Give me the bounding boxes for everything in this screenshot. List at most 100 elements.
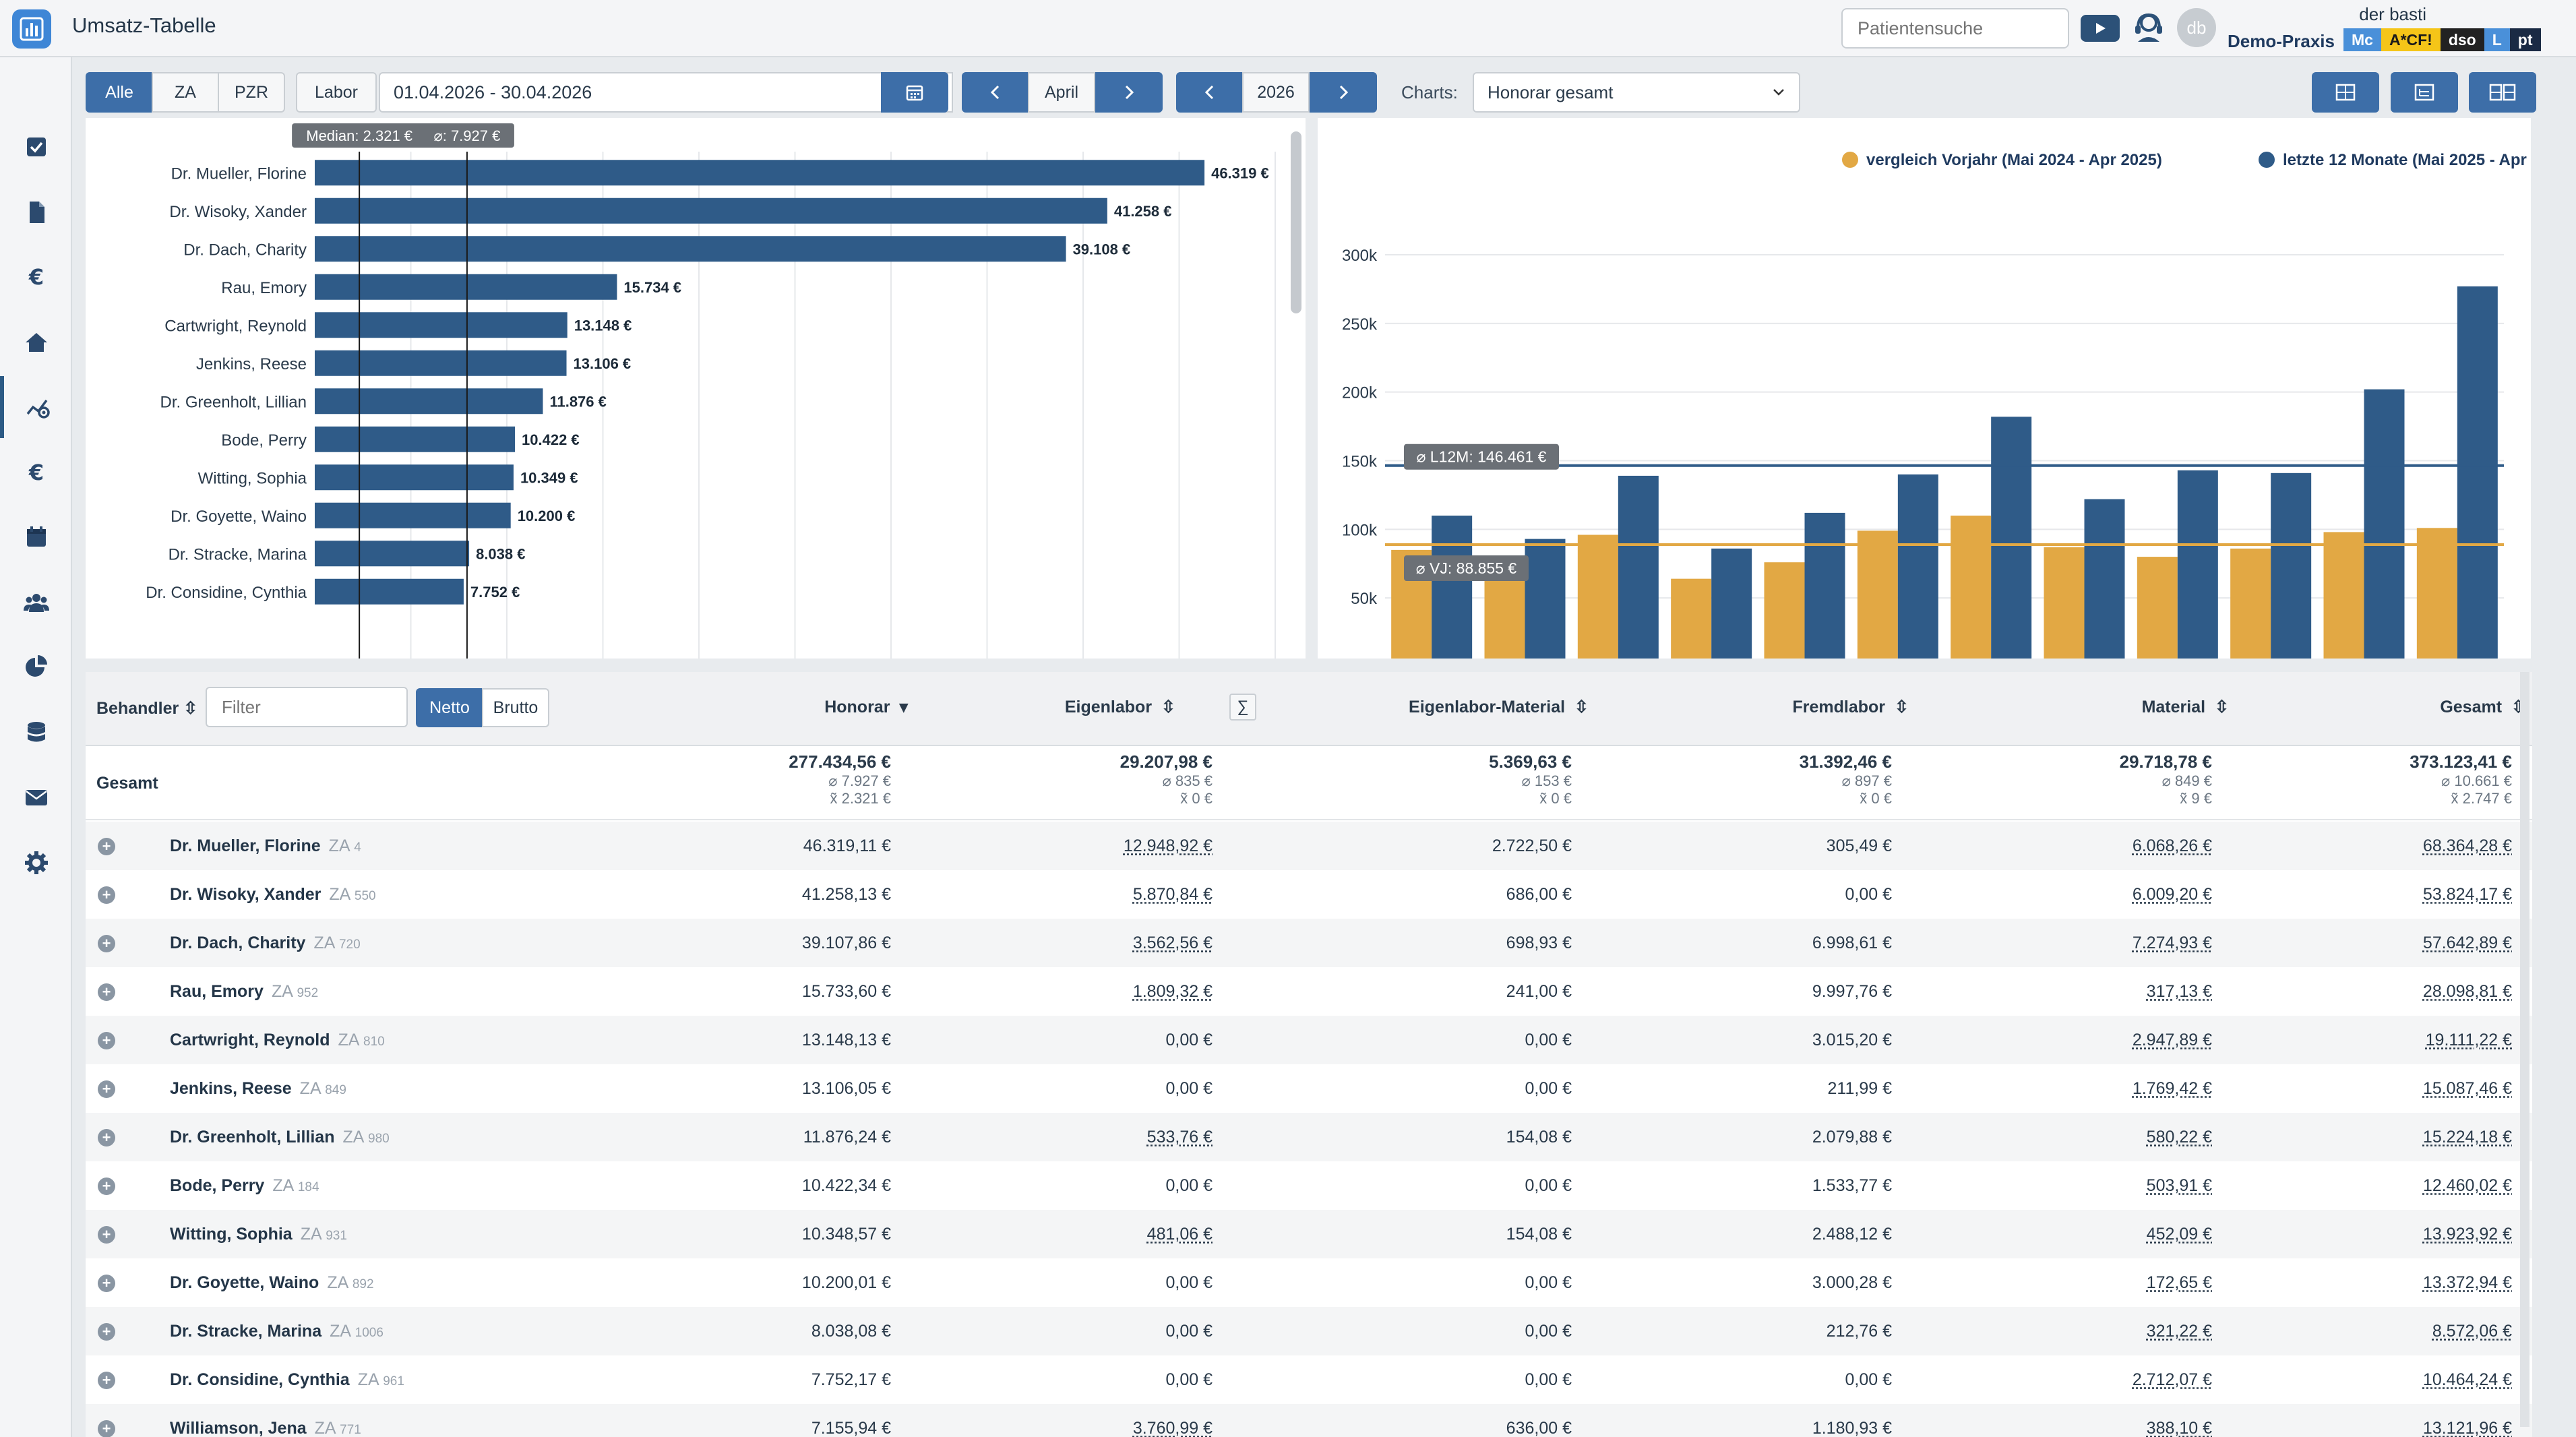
table-row[interactable]: + Cartwright, Reynold ZA 810 13.148,13 € 0,0… [86,1016,2532,1064]
detail-link[interactable]: 5.870,84 € [1132,884,1213,904]
column-header-eigenlabor[interactable]: Eigenlabor ⇳ [838,687,1175,727]
table-row[interactable]: + Rau, Emory ZA 952 15.733,60 € 1.809,32 € 24… [86,967,2532,1016]
prev-month-button[interactable] [962,72,1029,113]
labor-button[interactable]: Labor [296,72,377,113]
legend-entry[interactable]: letzte 12 Monate (Mai 2025 - Apr 2026) [2283,151,2573,169]
behandler-bar[interactable] [315,236,1066,262]
behandler-name[interactable]: Dr. Goyette, Waino ZA 892 [170,1258,374,1307]
expand-row-icon[interactable]: + [98,1178,115,1195]
behandler-name[interactable]: Dr. Stracke, Marina ZA 1006 [170,1307,384,1355]
vorjahr-bar[interactable] [2230,548,2271,667]
detail-link[interactable]: 172,65 € [2146,1273,2212,1292]
vorjahr-bar[interactable] [2323,532,2364,667]
detail-link[interactable]: 533,76 € [1146,1127,1213,1146]
practice-name[interactable]: Demo-Praxis [2228,31,2335,51]
behandler-bar[interactable] [315,160,1205,186]
video-play-icon[interactable] [2081,15,2120,42]
behandler-bar[interactable] [315,312,568,338]
detail-link[interactable]: 2.947,89 € [2132,1030,2212,1049]
behandler-name[interactable]: Bode, Perry ZA 184 [170,1161,319,1210]
detail-link[interactable]: 452,09 € [2146,1224,2212,1244]
sidebar-item-mail[interactable] [0,766,72,828]
detail-link[interactable]: 2.712,07 € [2132,1370,2212,1389]
tree-view-icon[interactable] [2391,72,2458,113]
l12m-bar[interactable] [1711,548,1752,667]
user-name[interactable]: der basti [2359,4,2426,24]
sidebar-item-home[interactable] [0,311,72,373]
l12m-bar[interactable] [1432,515,1473,667]
prev-year-button[interactable] [1176,72,1244,113]
table-view-icon[interactable] [2312,72,2379,113]
vorjahr-bar[interactable] [1484,568,1525,667]
column-header-honorar[interactable]: Honorar ▾ [571,687,908,727]
detail-link[interactable]: 388,10 € [2146,1418,2212,1437]
sidebar-item-chart-settings[interactable] [0,376,72,438]
detail-link[interactable]: 15.087,46 € [2422,1078,2512,1098]
behandler-bar[interactable] [315,578,464,605]
behandler-filter-input[interactable] [206,687,408,727]
vorjahr-bar[interactable] [1764,562,1805,667]
sidebar-item-euro[interactable]: € [0,246,72,308]
detail-link[interactable]: 1.809,32 € [1132,981,1213,1001]
legend-entry[interactable]: vergleich Vorjahr (Mai 2024 - Apr 2025) [1866,151,2162,169]
l12m-bar[interactable] [1804,512,1845,667]
detail-link[interactable]: 481,06 € [1146,1224,1213,1244]
tab-alle[interactable]: Alle [86,72,153,113]
behandler-bar[interactable] [315,197,1107,224]
tab-pzr[interactable]: PZR [218,72,285,113]
table-row[interactable]: + Dr. Stracke, Marina ZA 1006 8.038,08 € 0,0… [86,1307,2532,1355]
expand-row-icon[interactable]: + [98,935,115,952]
detail-link[interactable]: 503,91 € [2146,1175,2212,1195]
behandler-bar[interactable] [315,426,516,452]
app-logo-icon[interactable] [12,9,51,49]
expand-row-icon[interactable]: + [98,1032,115,1049]
sidebar-item-database[interactable] [0,702,72,764]
detail-link[interactable]: 12.460,02 € [2422,1175,2512,1195]
table-row[interactable]: + Dr. Dach, Charity ZA 720 39.107,86 € 3.562… [86,919,2532,967]
behandler-name[interactable]: Cartwright, Reynold ZA 810 [170,1016,385,1064]
behandler-bar[interactable] [315,350,567,376]
charts-select[interactable]: Honorar gesamt [1473,72,1800,113]
column-header-gesamt[interactable]: Gesamt ⇳ [2188,687,2525,727]
table-row[interactable]: + Dr. Goyette, Waino ZA 892 10.200,01 € 0,00… [86,1258,2532,1307]
detail-link[interactable]: 1.769,42 € [2132,1078,2212,1098]
expand-row-icon[interactable]: + [98,1420,115,1437]
detail-link[interactable]: 7.274,93 € [2132,933,2212,952]
l12m-bar[interactable] [1618,475,1659,667]
date-range-input[interactable]: 01.04.2026 - 30.04.2026 [379,72,953,113]
detail-link[interactable]: 12.948,92 € [1123,836,1213,855]
table-row[interactable]: + Bode, Perry ZA 184 10.422,34 € 0,00 € 0,00 … [86,1161,2532,1210]
expand-row-icon[interactable]: + [98,1275,115,1292]
l12m-bar[interactable] [1897,474,1938,667]
sidebar-item-users[interactable] [0,572,72,634]
table-scrollbar[interactable] [2520,672,2529,1427]
l12m-bar[interactable] [2364,389,2405,667]
calendar-icon[interactable] [881,72,948,113]
behandler-bar[interactable] [315,541,470,567]
expand-row-icon[interactable]: + [98,886,115,904]
expand-row-icon[interactable]: + [98,983,115,1001]
detail-link[interactable]: 6.068,26 € [2132,836,2212,855]
netto-toggle[interactable]: Netto [416,688,483,727]
behandler-name[interactable]: Dr. Wisoky, Xander ZA 550 [170,870,376,919]
behandler-bar[interactable] [315,274,617,300]
behandler-name[interactable]: Dr. Greenholt, Lillian ZA 980 [170,1113,390,1161]
detail-link[interactable]: 3.562,56 € [1132,933,1213,952]
behandler-header[interactable]: Behandler ⇳ [96,687,197,730]
l12m-bar[interactable] [2177,470,2218,667]
support-headset-icon[interactable] [2130,8,2168,46]
table-row[interactable]: + Witting, Sophia ZA 931 10.348,57 € 481,06 … [86,1210,2532,1258]
brutto-toggle[interactable]: Brutto [482,688,549,727]
table-row[interactable]: + Dr. Wisoky, Xander ZA 550 41.258,13 € 5.87… [86,870,2532,919]
detail-link[interactable]: 57.642,89 € [2422,933,2512,952]
table-row[interactable]: + Dr. Considine, Cynthia ZA 961 7.752,17 € 0… [86,1355,2532,1404]
vorjahr-bar[interactable] [1671,578,1712,667]
expand-row-icon[interactable]: + [98,1226,115,1244]
sidebar-item-gear[interactable] [0,832,72,894]
avatar[interactable]: db [2177,8,2216,47]
vorjahr-bar[interactable] [2044,547,2085,667]
sidebar-item-euro[interactable]: € [0,441,72,503]
detail-link[interactable]: 68.364,28 € [2422,836,2512,855]
vorjahr-bar[interactable] [2416,528,2457,667]
detail-link[interactable]: 13.121,96 € [2422,1418,2512,1437]
